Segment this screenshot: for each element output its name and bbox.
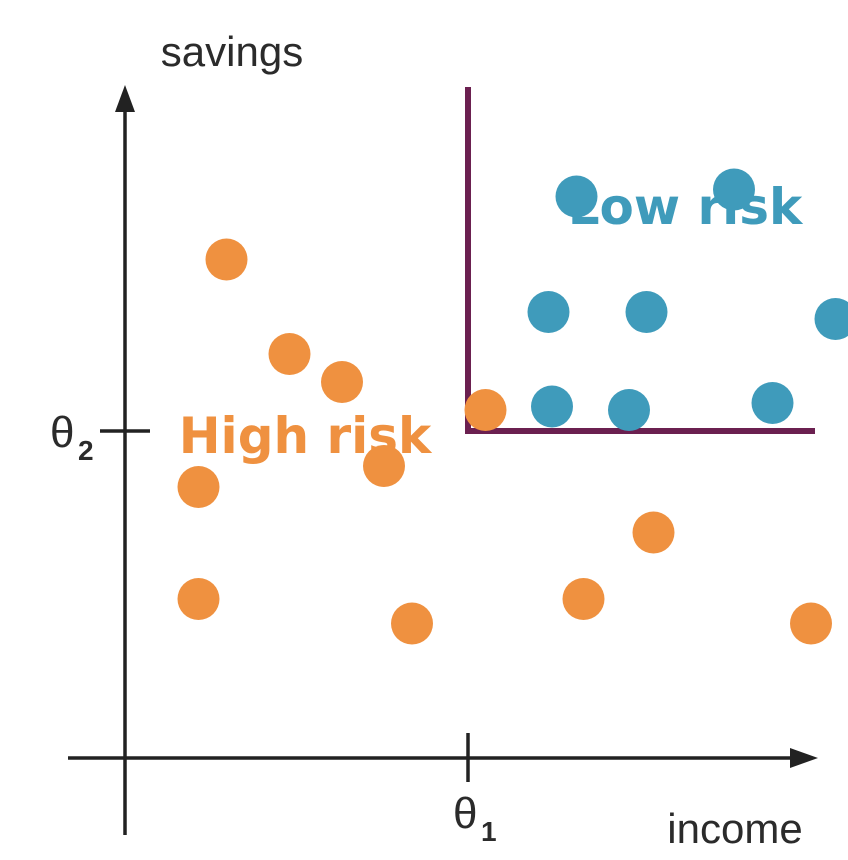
high-risk-point [205,238,248,281]
low-risk-point [527,291,570,333]
high-risk-point [363,445,405,487]
low-risk-point [814,298,848,340]
low-risk-point [555,175,598,218]
high-risk-point [464,389,507,431]
high-risk-point [321,361,363,403]
low-risk-point [531,385,573,428]
low-risk-label: Low risk [568,178,804,236]
low-risk-point [608,389,650,431]
high-risk-point [790,602,832,645]
low-risk-point [751,382,794,424]
decision-boundary [465,87,815,434]
theta1-label: θ [453,789,477,838]
high-risk-point [632,511,675,554]
x-axis-label: income [667,805,802,852]
low-risk-point [713,168,755,211]
y-axis-label: savings [161,28,303,75]
x-axis-arrow [790,748,818,768]
theta1-subscript: 1 [481,816,497,847]
data-points [177,168,848,645]
high-risk-point [268,333,311,375]
theta2-subscript: 2 [78,435,94,466]
high-risk-point [177,466,220,508]
high-risk-point [562,578,605,620]
y-axis-arrow [115,85,135,112]
high-risk-point [391,602,433,645]
theta2-label: θ [50,408,74,457]
low-risk-point [625,291,668,333]
high-risk-point [177,578,220,620]
